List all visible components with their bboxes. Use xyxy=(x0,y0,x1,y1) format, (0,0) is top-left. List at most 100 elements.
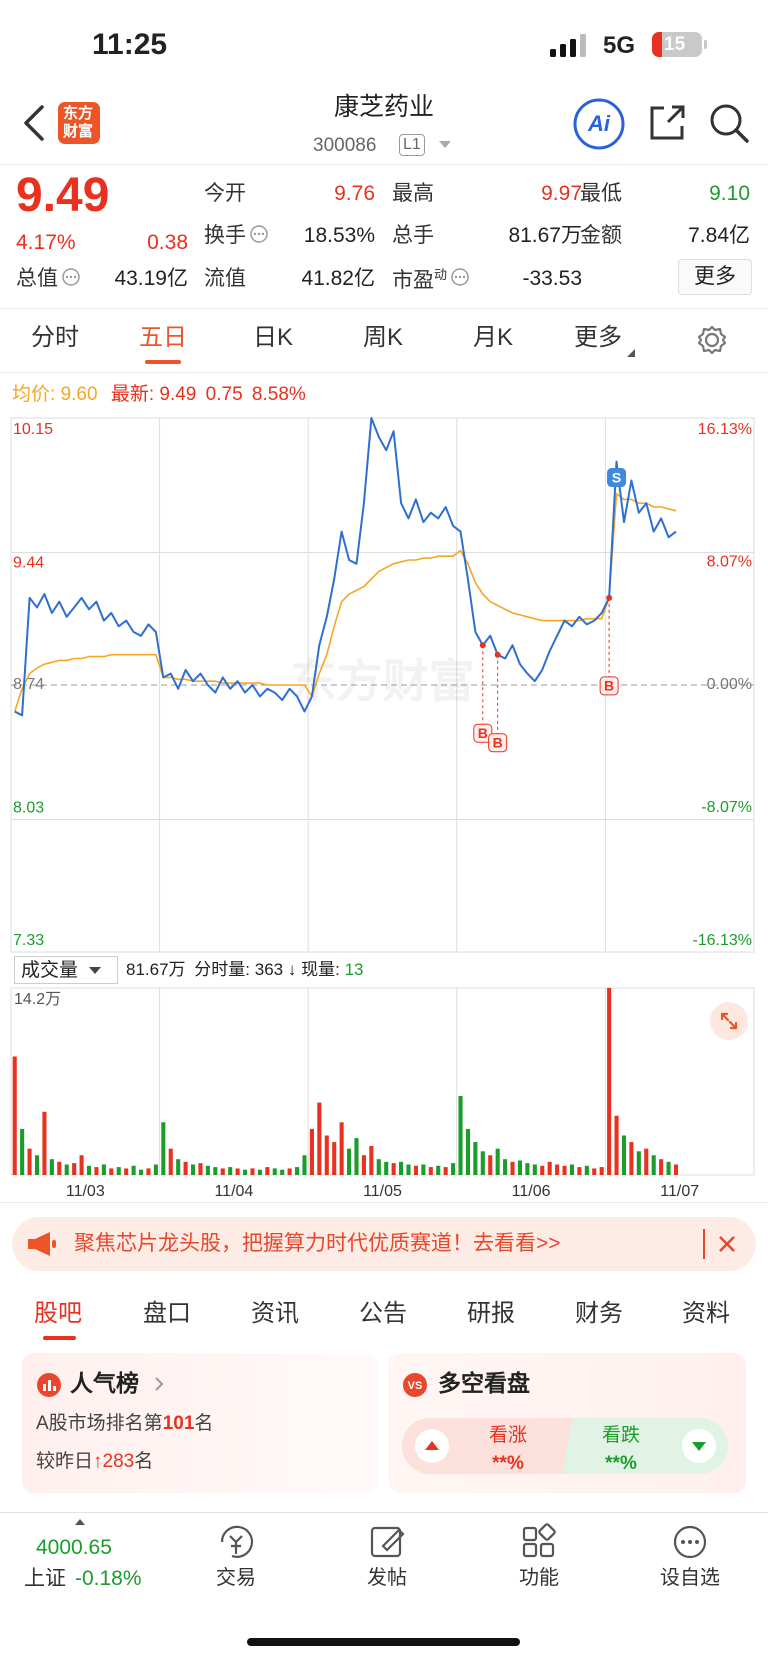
back-button[interactable] xyxy=(20,104,50,142)
field-label: 最高 xyxy=(392,183,434,204)
bull-value: **% xyxy=(492,1453,524,1474)
volume-bar xyxy=(131,1165,136,1175)
rank-prefix: A股市场排名第 xyxy=(36,1413,163,1434)
info-icon[interactable] xyxy=(249,225,269,245)
volume-bar xyxy=(27,1148,32,1175)
nav-item[interactable]: 发帖 xyxy=(367,1567,407,1589)
minute-label: 分时量: xyxy=(194,960,251,979)
section-tab[interactable]: 财务 xyxy=(575,1300,623,1327)
nav-item[interactable]: 交易 xyxy=(216,1567,256,1589)
popularity-card[interactable] xyxy=(22,1353,378,1493)
field-label-text: 市盈 xyxy=(392,269,434,292)
volume-bar xyxy=(391,1163,396,1175)
volume-bar xyxy=(547,1161,552,1175)
annotation-box xyxy=(599,676,619,696)
field-value: 9.76 xyxy=(334,182,375,205)
y-tick-label: 8.74 xyxy=(13,676,44,693)
volume-bar xyxy=(101,1164,106,1175)
nav-item[interactable]: 功能 xyxy=(519,1567,559,1589)
volume-bar xyxy=(57,1161,62,1175)
volume-bar xyxy=(272,1168,277,1175)
volume-bar xyxy=(666,1161,671,1175)
volume-bar xyxy=(465,1128,470,1175)
annotation-label: B xyxy=(478,725,488,741)
rank-suffix: 名 xyxy=(194,1413,214,1434)
section-tab[interactable]: 股吧 xyxy=(34,1300,82,1327)
home-indicator xyxy=(247,1638,520,1646)
field-value: 18.53% xyxy=(303,224,375,247)
volume-bar xyxy=(577,1167,582,1175)
tab[interactable]: 更多 xyxy=(574,324,622,351)
volume-bar xyxy=(458,1095,463,1175)
field-label-text: 今开 xyxy=(204,182,246,205)
y2-tick-label: 8.07% xyxy=(707,554,752,571)
volume-bar xyxy=(146,1168,151,1175)
signal-icon xyxy=(550,34,586,57)
expand-button[interactable] xyxy=(709,1001,749,1041)
ai-button[interactable]: Ai xyxy=(572,97,626,151)
annotation-dot xyxy=(494,651,501,658)
volume-bar xyxy=(659,1159,664,1175)
y-tick-label: 7.33 xyxy=(13,932,44,949)
bear-label: 看跌 xyxy=(601,1425,641,1446)
banner[interactable] xyxy=(12,1217,756,1271)
settings-button[interactable] xyxy=(696,324,728,356)
close-button[interactable] xyxy=(717,1234,737,1254)
volume-selector[interactable]: 成交量 xyxy=(14,956,118,984)
y2-tick-label: 0.00% xyxy=(707,676,752,693)
dropdown-icon xyxy=(89,967,102,974)
section-tab[interactable]: 资讯 xyxy=(251,1300,299,1327)
volume-bar xyxy=(480,1151,485,1175)
change-value: 283 xyxy=(102,1451,135,1472)
volume-bar xyxy=(428,1167,433,1175)
volume-bar xyxy=(257,1169,262,1175)
volume-info: 81.67万 分时量: 363 ↓ 现量: 13 xyxy=(126,961,363,978)
index-toggle[interactable] xyxy=(74,1518,86,1526)
volume-bar xyxy=(354,1138,359,1175)
nav-item[interactable]: 设自选 xyxy=(660,1567,720,1589)
tab[interactable]: 分时 xyxy=(31,324,79,351)
network: 5G xyxy=(603,32,636,59)
bull-label: 看涨 xyxy=(488,1425,528,1446)
volume-bar xyxy=(34,1155,40,1175)
volume-bar xyxy=(636,1151,641,1175)
bull-button[interactable] xyxy=(414,1428,450,1464)
section-tab[interactable]: 研报 xyxy=(467,1300,515,1327)
volume-bar xyxy=(510,1161,515,1175)
volume-bar xyxy=(525,1163,530,1175)
index-value: 4000.65 xyxy=(36,1536,112,1559)
volume-bar xyxy=(347,1148,352,1175)
market-value: 43.19亿 xyxy=(114,267,188,290)
volume-bar xyxy=(555,1164,560,1175)
volume-bar xyxy=(644,1148,649,1175)
current-value: 13 xyxy=(344,960,364,979)
section-tab[interactable]: 公告 xyxy=(359,1300,407,1327)
latest-value: 9.49 xyxy=(159,384,197,405)
info-icon[interactable] xyxy=(61,268,81,288)
y2-tick-label: -8.07% xyxy=(701,799,752,816)
more-button[interactable]: 更多 xyxy=(678,259,752,295)
tab[interactable]: 周K xyxy=(362,324,404,351)
latest-change-pct: 8.58% xyxy=(251,384,306,405)
tab[interactable]: 月K xyxy=(472,324,514,351)
search-button[interactable] xyxy=(708,102,750,144)
tab[interactable]: 日K xyxy=(252,324,294,351)
info-icon[interactable] xyxy=(450,268,470,288)
volume-bar xyxy=(94,1167,99,1175)
share-button[interactable] xyxy=(648,104,688,142)
logo-text: 财富 xyxy=(63,123,94,140)
x-tick-label: 11/03 xyxy=(66,1183,105,1200)
tab-more-icon xyxy=(627,349,635,357)
dropdown-icon[interactable] xyxy=(438,140,452,150)
chart: 东方财富 7.33 -16.13% 8.03 -8.07% 8.74 0.00% 9.44 8.… xyxy=(10,417,755,1200)
bear-button[interactable] xyxy=(681,1428,717,1464)
sentiment-pill[interactable] xyxy=(402,1418,728,1474)
tab[interactable]: 五日 xyxy=(139,324,187,351)
section-tab[interactable]: 盘口 xyxy=(143,1300,191,1327)
volume-bar xyxy=(79,1155,84,1175)
field-value: 7.84亿 xyxy=(688,224,750,247)
section-tab[interactable]: 资料 xyxy=(682,1300,730,1327)
field-label: 总值 xyxy=(16,268,81,289)
volume-bar xyxy=(332,1142,337,1175)
banner-text[interactable]: 聚焦芯片龙头股，把握算力时代优质赛道！去看看>> xyxy=(74,1232,561,1255)
